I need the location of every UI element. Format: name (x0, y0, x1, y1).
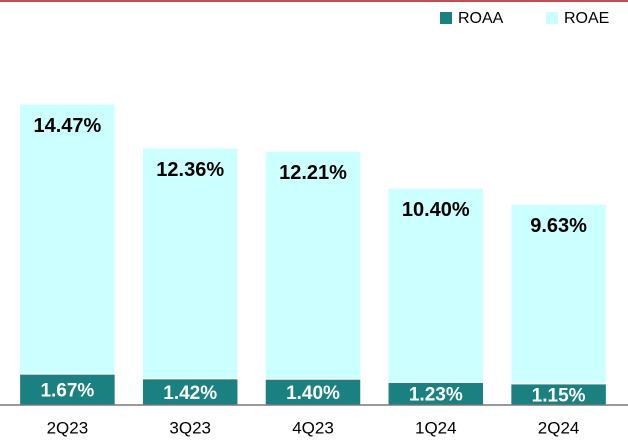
value-label: 12.21% (279, 162, 347, 184)
x-tick-label: 1Q24 (415, 418, 457, 437)
x-tick-label: 2Q23 (47, 418, 89, 437)
x-tick-label: 2Q24 (538, 418, 580, 437)
value-label: 14.47% (33, 115, 101, 137)
x-tick-label: 3Q23 (169, 418, 211, 437)
bar-segment (509, 203, 608, 385)
value-label: 12.36% (156, 159, 224, 181)
value-label: 1.15% (532, 385, 586, 406)
legend-swatch (440, 12, 452, 24)
bar-segment (141, 147, 239, 380)
value-label: 9.63% (530, 215, 587, 237)
bar-segment (18, 102, 117, 375)
legend-label: ROAA (458, 10, 504, 27)
bar-segment (264, 150, 362, 380)
value-label: 1.23% (409, 385, 463, 406)
bar-segment (141, 377, 239, 406)
value-label: 1.40% (286, 383, 340, 404)
bar-segment (387, 187, 485, 383)
value-label: 10.40% (402, 199, 470, 221)
legend-label: ROAE (564, 10, 609, 27)
value-label: 1.42% (163, 383, 217, 404)
value-label: 1.67% (40, 380, 94, 401)
legend-swatch (546, 12, 558, 24)
x-tick-label: 4Q23 (292, 418, 334, 437)
